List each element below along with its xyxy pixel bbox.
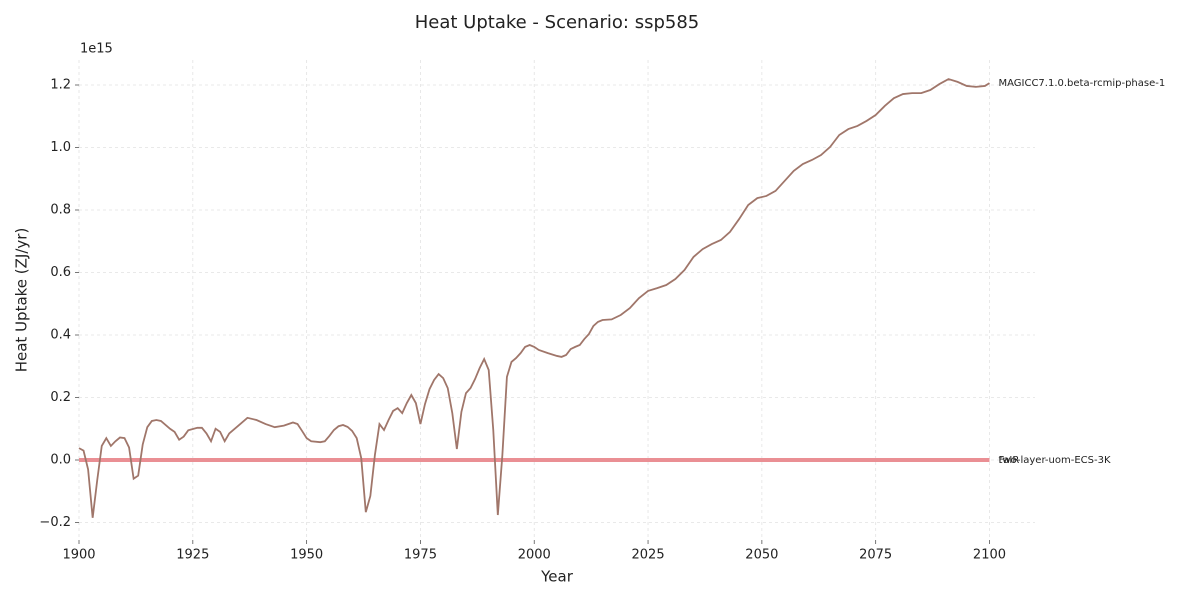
series-end-label: two-layer-uom-ECS-3K — [998, 455, 1110, 466]
series-end-label: MAGICC7.1.0.beta-rcmip-phase-1 — [998, 78, 1165, 89]
x-tick-label: 1900 — [62, 548, 95, 563]
x-tick-label: 2075 — [859, 548, 892, 563]
y-tick-label: 1.2 — [50, 78, 71, 93]
chart-title: Heat Uptake - Scenario: ssp585 — [415, 12, 699, 33]
y-tick-label: 0.6 — [50, 265, 71, 280]
series-line — [78, 78, 990, 518]
x-tick-label: 2050 — [745, 548, 778, 563]
x-tick-label: 2100 — [973, 548, 1006, 563]
y-offset-label: 1e15 — [80, 42, 113, 57]
y-tick-label: 0.8 — [50, 203, 71, 218]
x-axis-label: Year — [540, 568, 574, 586]
x-tick-label: 1975 — [404, 548, 437, 563]
y-tick-label: 0.0 — [50, 453, 71, 468]
y-tick-label: 0.4 — [50, 328, 71, 343]
series-end-label: FaIR — [998, 455, 1019, 466]
y-tick-label: −0.2 — [39, 515, 71, 530]
x-tick-label: 1925 — [176, 548, 209, 563]
y-axis-label: Heat Uptake (ZJ/yr) — [13, 228, 31, 373]
x-tick-label: 2000 — [518, 548, 551, 563]
y-tick-label: 1.0 — [50, 140, 71, 155]
x-tick-label: 1950 — [290, 548, 323, 563]
plot-area — [78, 78, 990, 518]
x-tick-label: 2025 — [632, 548, 665, 563]
y-tick-label: 0.2 — [50, 390, 71, 405]
grid: 1900 1925 1950 1975 2000 2025 2050 2075 2100 −0.2… — [39, 60, 1035, 563]
